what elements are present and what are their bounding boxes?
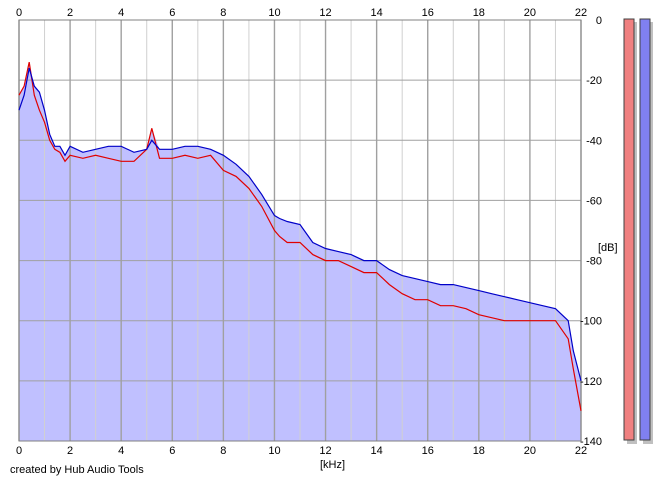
- y-tick-label: -40: [586, 135, 602, 147]
- y-tick-label: -100: [580, 316, 602, 328]
- x-tick-label-top: 8: [220, 7, 226, 19]
- x-tick-label-top: 22: [575, 7, 587, 19]
- x-tick-labels-bottom: 0 2 4 6 8 10 12 14 16 18 20 22: [16, 445, 587, 457]
- x-tick-label-top: 0: [16, 7, 22, 19]
- x-axis-label: [kHz]: [320, 459, 345, 471]
- x-tick-label-bottom: 10: [268, 445, 280, 457]
- grid-lines: [18, 19, 582, 442]
- y-axis-label: [dB]: [598, 242, 618, 254]
- x-tick-label-top: 4: [118, 7, 124, 19]
- x-tick-label-bottom: 14: [371, 445, 383, 457]
- y-tick-label: -60: [586, 195, 602, 207]
- series-line-1: [18, 61, 582, 412]
- y-tick-label: 0: [596, 15, 602, 27]
- x-tick-label-bottom: 8: [220, 445, 226, 457]
- x-tick-label-bottom: 18: [473, 445, 485, 457]
- plot-border: [18, 19, 582, 442]
- x-tick-label-bottom: 6: [169, 445, 175, 457]
- y-tick-label: -120: [580, 376, 602, 388]
- credit-text: created by Hub Audio Tools: [10, 464, 144, 476]
- x-tick-label-top: 2: [67, 7, 73, 19]
- x-tick-label-top: 14: [371, 7, 383, 19]
- y-tick-label: -80: [586, 256, 602, 268]
- y-tick-label: -140: [580, 436, 602, 448]
- x-tick-label-top: 20: [524, 7, 536, 19]
- x-tick-label-top: 18: [473, 7, 485, 19]
- x-tick-label-top: 10: [268, 7, 280, 19]
- level-meter-1: [623, 18, 635, 441]
- x-tick-label-bottom: 12: [319, 445, 331, 457]
- x-tick-label-top: 16: [422, 7, 434, 19]
- x-tick-label-top: 12: [319, 7, 331, 19]
- x-tick-label-bottom: 2: [67, 445, 73, 457]
- x-tick-label-bottom: 16: [422, 445, 434, 457]
- x-tick-label-bottom: 20: [524, 445, 536, 457]
- x-tick-label-bottom: 22: [575, 445, 587, 457]
- y-tick-label: -20: [586, 75, 602, 87]
- x-tick-label-top: 6: [169, 7, 175, 19]
- level-meter-2: [639, 18, 651, 441]
- series-layer: [18, 61, 582, 412]
- x-tick-label-bottom: 4: [118, 445, 124, 457]
- y-tick-labels: 0 -20 -40 -60 -80 -100 -120 -140: [580, 15, 602, 448]
- level-meters: [623, 18, 653, 444]
- x-tick-labels-top: 0 2 4 6 8 10 12 14 16 18 20 22: [16, 7, 587, 19]
- series-line-2: [18, 67, 582, 382]
- x-tick-label-bottom: 0: [16, 445, 22, 457]
